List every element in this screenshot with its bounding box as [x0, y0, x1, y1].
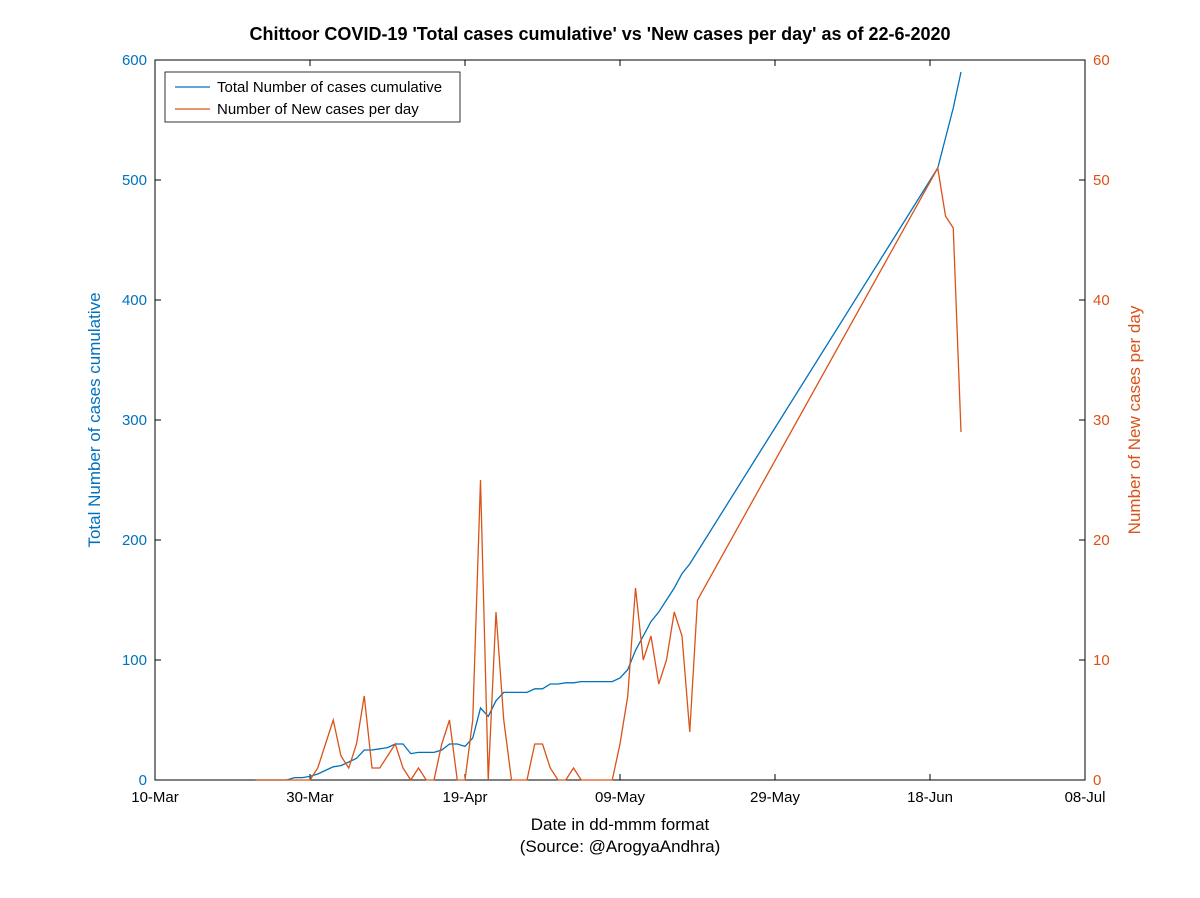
svg-text:500: 500 — [122, 172, 147, 189]
svg-text:200: 200 — [122, 532, 147, 549]
legend-label-1: Number of New cases per day — [217, 101, 419, 118]
legend-label-0: Total Number of cases cumulative — [217, 79, 442, 96]
right-axis-ticks: 0 10 20 30 40 50 60 — [1079, 52, 1110, 789]
svg-text:19-Apr: 19-Apr — [442, 789, 487, 806]
svg-text:09-May: 09-May — [595, 789, 646, 806]
legend: Total Number of cases cumulative Number … — [165, 72, 460, 122]
chart-title: Chittoor COVID-19 'Total cases cumulativ… — [249, 24, 950, 44]
svg-text:600: 600 — [122, 52, 147, 69]
svg-text:29-May: 29-May — [750, 789, 801, 806]
x-axis-label-2: (Source: @ArogyaAndhra) — [520, 837, 721, 856]
svg-text:0: 0 — [1093, 772, 1101, 789]
y-left-label: Total Number of cases cumulative — [85, 292, 104, 547]
svg-text:18-Jun: 18-Jun — [907, 789, 953, 806]
svg-text:0: 0 — [139, 772, 147, 789]
series-new-cases — [256, 168, 961, 780]
svg-text:10-Mar: 10-Mar — [131, 789, 179, 806]
series-cumulative — [256, 72, 961, 780]
chart-svg: Chittoor COVID-19 'Total cases cumulativ… — [0, 0, 1200, 898]
svg-text:08-Jul: 08-Jul — [1065, 789, 1106, 806]
svg-text:30: 30 — [1093, 412, 1110, 429]
svg-text:100: 100 — [122, 652, 147, 669]
svg-text:10: 10 — [1093, 652, 1110, 669]
svg-text:20: 20 — [1093, 532, 1110, 549]
svg-text:30-Mar: 30-Mar — [286, 789, 334, 806]
svg-text:40: 40 — [1093, 292, 1110, 309]
svg-text:60: 60 — [1093, 52, 1110, 69]
svg-text:300: 300 — [122, 412, 147, 429]
svg-text:400: 400 — [122, 292, 147, 309]
x-axis-ticks: 10-Mar 30-Mar 19-Apr 09-May 29-May 18-Jun 08-J… — [131, 60, 1105, 806]
chart-container: Chittoor COVID-19 'Total cases cumulativ… — [0, 0, 1200, 898]
svg-text:50: 50 — [1093, 172, 1110, 189]
y-right-label: Number of New cases per day — [1125, 305, 1144, 534]
plot-area-box — [155, 60, 1085, 780]
x-axis-label-1: Date in dd-mmm format — [531, 815, 710, 834]
